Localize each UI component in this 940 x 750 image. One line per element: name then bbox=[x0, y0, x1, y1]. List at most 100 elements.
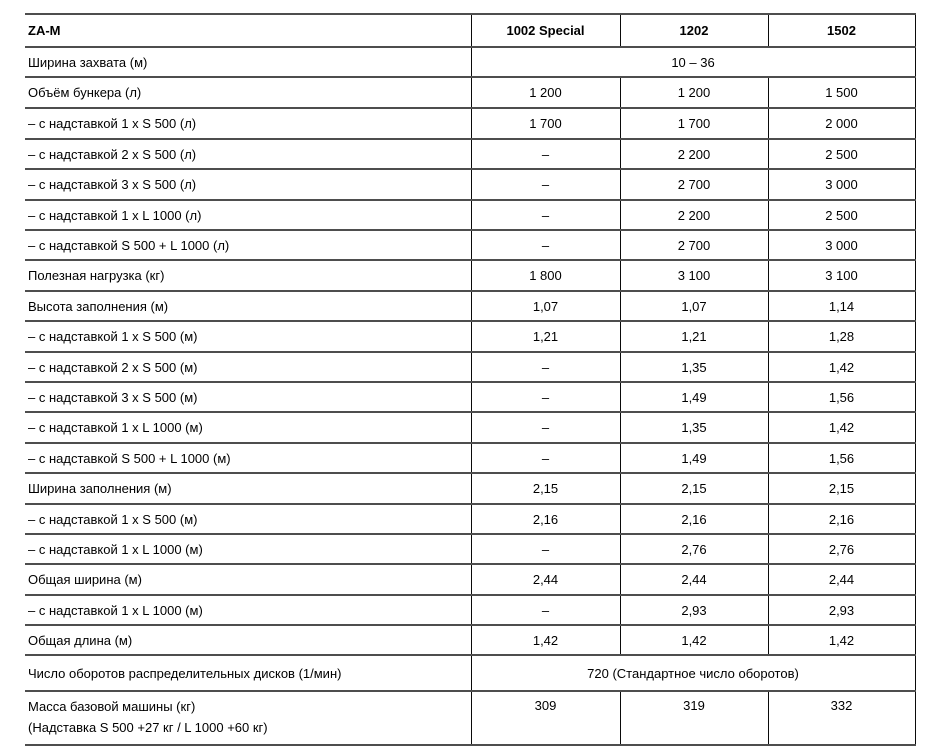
value-cell: 1,35 bbox=[619, 352, 768, 382]
value-cell: 2,76 bbox=[619, 534, 768, 564]
value-cell: 1,42 bbox=[767, 625, 916, 655]
row-label: Масса базовой машины (кг) (Надставка S 50… bbox=[25, 691, 471, 745]
value-cell: 1,14 bbox=[767, 291, 916, 321]
table-row: – с надставкой 2 x S 500 (м) –1,35 1,42 bbox=[25, 352, 916, 382]
table-row: – с надставкой 3 x S 500 (л) –2 700 3 000 bbox=[25, 169, 916, 200]
column-header-model-1: 1002 Special bbox=[470, 14, 620, 47]
row-label: Общая ширина (м) bbox=[28, 572, 142, 587]
merged-value-cell: 720 (Стандартное число оборотов) bbox=[470, 655, 916, 691]
row-label: – с надставкой S 500 + L 1000 (л) bbox=[28, 237, 230, 253]
value-cell: 2 700 bbox=[619, 169, 768, 200]
row-label-line-2: (Надставка S 500 +27 кг / L 1000 +60 кг) bbox=[28, 720, 268, 735]
value-cell: 2,15 bbox=[767, 473, 916, 504]
value-cell: 2,76 bbox=[767, 534, 916, 564]
value-cell: 2 200 bbox=[619, 200, 768, 230]
value-cell: 3 000 bbox=[767, 230, 916, 260]
value-cell: 3 000 bbox=[767, 169, 916, 200]
value-cell: – bbox=[470, 230, 620, 260]
value-cell: 2,93 bbox=[767, 595, 916, 625]
table-row: – с надставкой 1 x L 1000 (м) –2,93 2,93 bbox=[25, 595, 916, 625]
value-cell: 1,56 bbox=[767, 382, 916, 412]
value-cell: 1 200 bbox=[619, 77, 768, 108]
value-cell: 2 500 bbox=[767, 200, 916, 230]
value-cell: 1 800 bbox=[470, 260, 620, 291]
row-label: Полезная нагрузка (кг) bbox=[28, 268, 165, 283]
value-cell: – bbox=[470, 352, 620, 382]
table-row: – с надставкой S 500 + L 1000 (л) –2 700 3… bbox=[25, 230, 916, 260]
value-cell: – bbox=[470, 534, 620, 564]
value-cell: 2,15 bbox=[619, 473, 768, 504]
value-cell: – bbox=[470, 382, 620, 412]
value-cell: 2,44 bbox=[619, 564, 768, 595]
row-label: – с надставкой 1 x S 500 (м) bbox=[28, 329, 198, 344]
value-cell: 2,93 bbox=[619, 595, 768, 625]
value-cell: 1 200 bbox=[470, 77, 620, 108]
table-row: – с надставкой 1 x L 1000 (л) –2 200 2 500 bbox=[25, 200, 916, 230]
value-cell: 3 100 bbox=[767, 260, 916, 291]
row-label: – с надставкой 3 x S 500 (м) bbox=[28, 389, 198, 405]
column-header-model-2: 1202 bbox=[619, 14, 768, 47]
value-cell: 1,42 bbox=[767, 352, 916, 382]
row-label: – с надставкой 1 x L 1000 (м) bbox=[28, 541, 203, 557]
value-cell: 1,56 bbox=[767, 443, 916, 473]
table-row: Ширина заполнения (м) 2,15 2,15 2,15 bbox=[25, 473, 916, 504]
column-header-model-3: 1502 bbox=[767, 14, 916, 47]
value-cell: – bbox=[470, 139, 620, 169]
row-label-line-1: Масса базовой машины (кг) bbox=[28, 699, 196, 714]
table-row: Масса базовой машины (кг) (Надставка S 50… bbox=[25, 691, 916, 745]
table-row: Высота заполнения (м) 1,07 1,07 1,14 bbox=[25, 291, 916, 321]
value-cell: 1,35 bbox=[619, 412, 768, 443]
value-cell: 1,49 bbox=[619, 382, 768, 412]
value-cell: 2,44 bbox=[767, 564, 916, 595]
value-cell: 1,42 bbox=[619, 625, 768, 655]
row-label: – с надставкой 1 x L 1000 (м) bbox=[28, 420, 203, 435]
value-cell: 1 700 bbox=[619, 108, 768, 139]
value-cell: 2,16 bbox=[767, 504, 916, 534]
value-cell: 1 700 bbox=[470, 108, 620, 139]
value-cell: 332 bbox=[767, 691, 916, 745]
row-label: – с надставкой 2 x S 500 (л) bbox=[28, 146, 197, 162]
row-label: – с надставкой 1 x L 1000 (м) bbox=[28, 602, 203, 618]
row-label: – с надставкой 1 x S 500 (л) bbox=[28, 116, 197, 131]
row-label: Ширина захвата (м) bbox=[28, 54, 148, 70]
row-label: – с надставкой 1 x L 1000 (л) bbox=[28, 207, 202, 223]
table-row: – с надставкой 1 x S 500 (м) 2,16 2,16 2,16 bbox=[25, 504, 916, 534]
value-cell: 2,15 bbox=[470, 473, 620, 504]
value-cell: – bbox=[470, 443, 620, 473]
value-cell: – bbox=[470, 169, 620, 200]
value-cell: 2,16 bbox=[619, 504, 768, 534]
table-row: Общая длина (м) 1,42 1,42 1,42 bbox=[25, 625, 916, 655]
value-cell: 1,21 bbox=[619, 321, 768, 352]
row-label: Ширина заполнения (м) bbox=[28, 481, 172, 496]
row-label: – с надставкой 2 x S 500 (м) bbox=[28, 359, 198, 375]
value-cell: 319 bbox=[619, 691, 768, 745]
table-row: – с надставкой 3 x S 500 (м) –1,49 1,56 bbox=[25, 382, 916, 412]
row-label: Число оборотов распределительных дисков … bbox=[28, 665, 342, 681]
row-label: Высота заполнения (м) bbox=[28, 298, 169, 314]
value-cell: – bbox=[470, 200, 620, 230]
table-header-row: ZA-M 1002 Special 1202 1502 bbox=[25, 14, 916, 47]
table-row: Объём бункера (л) 1 200 1 200 1 500 bbox=[25, 77, 916, 108]
table-row: – с надставкой 1 x S 500 (л) 1 700 1 700 2 … bbox=[25, 108, 916, 139]
value-cell: 1,21 bbox=[470, 321, 620, 352]
table-row: – с надставкой 1 x L 1000 (м) –2,76 2,76 bbox=[25, 534, 916, 564]
value-cell: 3 100 bbox=[619, 260, 768, 291]
table-row: – с надставкой 1 x L 1000 (м) –1,35 1,42 bbox=[25, 412, 916, 443]
value-cell: 2 200 bbox=[619, 139, 768, 169]
value-cell: – bbox=[470, 595, 620, 625]
value-cell: – bbox=[470, 412, 620, 443]
table-row: Ширина захвата (м) 10 – 36 bbox=[25, 47, 916, 77]
value-cell: 1 500 bbox=[767, 77, 916, 108]
row-label: – с надставкой S 500 + L 1000 (м) bbox=[28, 450, 231, 466]
table-row: – с надставкой S 500 + L 1000 (м) –1,49 1,… bbox=[25, 443, 916, 473]
table-row: – с надставкой 1 x S 500 (м) 1,21 1,21 1,28 bbox=[25, 321, 916, 352]
value-cell: 1,28 bbox=[767, 321, 916, 352]
value-cell: 2 000 bbox=[767, 108, 916, 139]
table-title: ZA-M bbox=[28, 23, 61, 38]
value-cell: 309 bbox=[470, 691, 620, 745]
value-cell: 1,42 bbox=[470, 625, 620, 655]
row-label: Объём бункера (л) bbox=[28, 85, 142, 100]
table-row: Полезная нагрузка (кг) 1 800 3 100 3 100 bbox=[25, 260, 916, 291]
table-row: – с надставкой 2 x S 500 (л) –2 200 2 500 bbox=[25, 139, 916, 169]
spec-table-body: Ширина захвата (м) 10 – 36 Объём бункера (… bbox=[25, 47, 916, 745]
